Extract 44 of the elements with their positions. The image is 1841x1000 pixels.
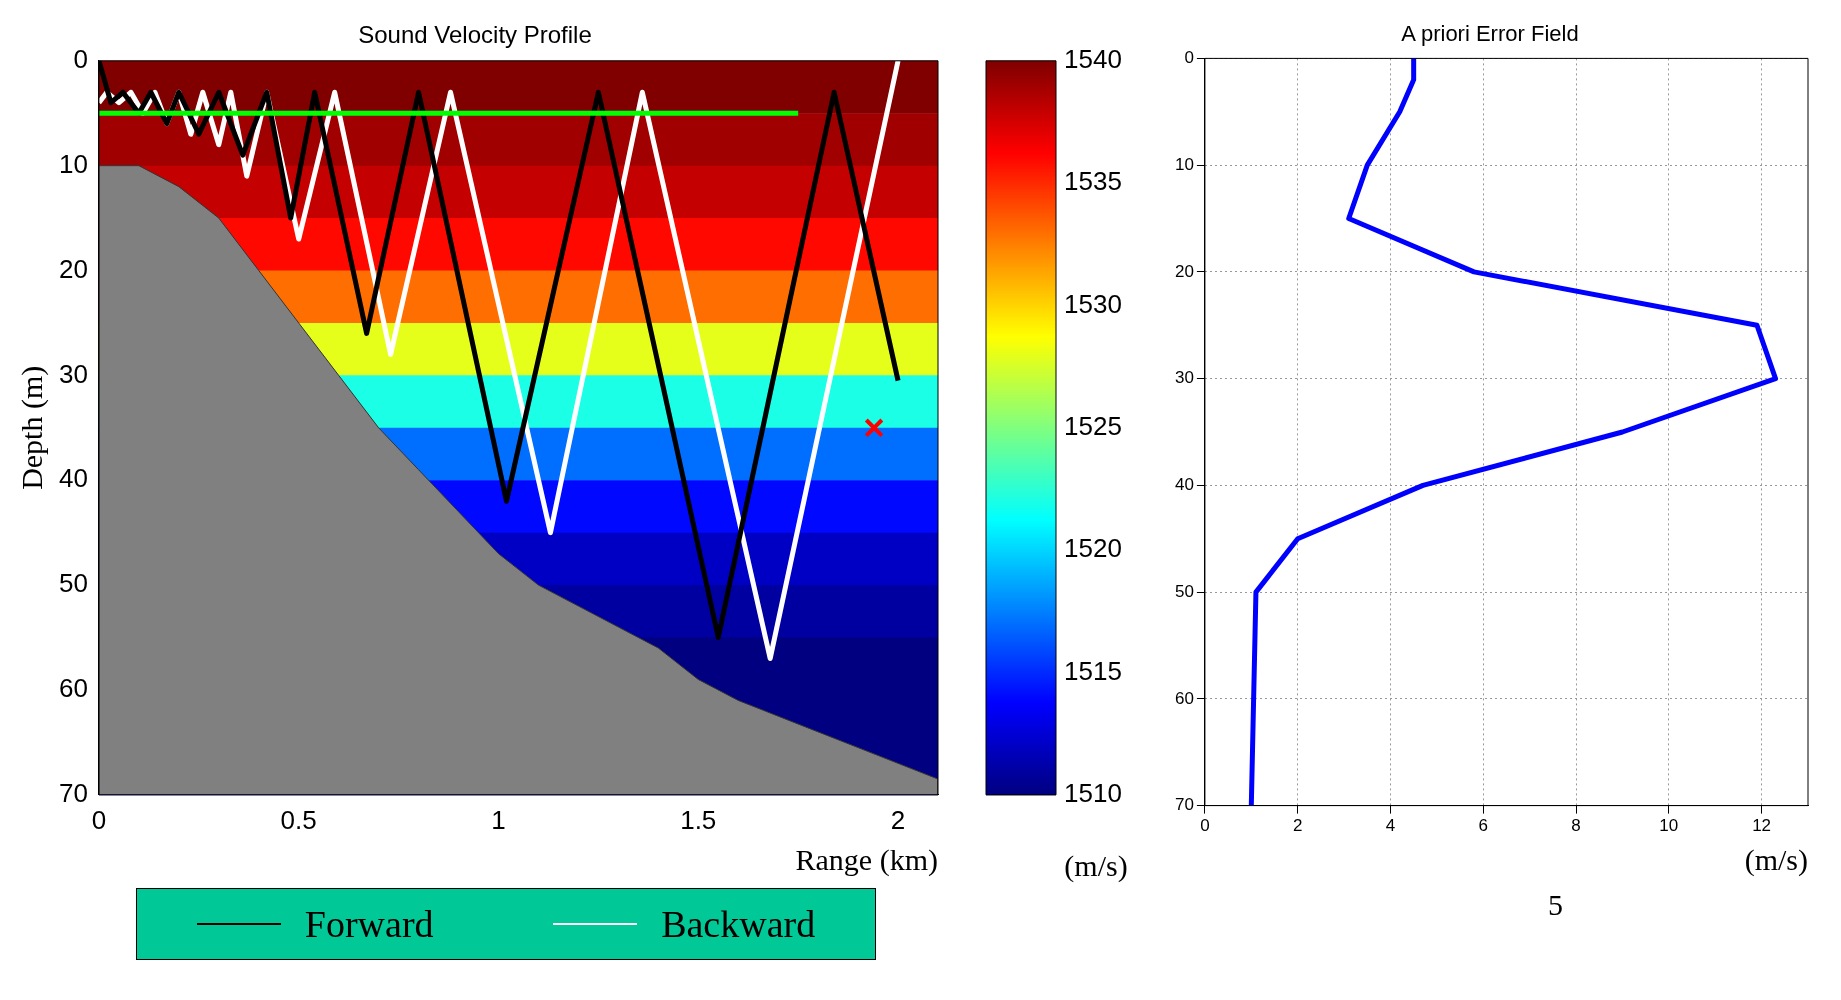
y-tick-label: 40 <box>1174 475 1194 495</box>
legend-label: Forward <box>304 902 434 946</box>
y-tick-label: 60 <box>1174 688 1194 708</box>
x-tick-label: 2 <box>890 804 906 835</box>
x-tick-label: 0 <box>91 804 107 835</box>
x-tick-label: 12 <box>1752 816 1772 836</box>
x-tick-label: 1.5 <box>680 804 717 835</box>
x-tick-label: 1 <box>491 804 506 835</box>
y-tick-label: 30 <box>59 358 88 389</box>
x-tick-label: 8 <box>1571 816 1581 836</box>
x-tick-label: 6 <box>1478 816 1488 836</box>
y-tick-label: 50 <box>1174 581 1194 601</box>
x-tick-label: 0 <box>1200 816 1210 836</box>
y-tick-label: 20 <box>59 253 88 284</box>
color-bar-label: 1510 <box>1064 777 1122 808</box>
y-tick-label: 50 <box>59 568 88 599</box>
color-bar-label: 1525 <box>1064 410 1122 441</box>
color-bar-title: (m/s) <box>1064 849 1128 883</box>
color-bar-label: 1520 <box>1064 533 1122 564</box>
y-tick-label: 20 <box>1174 261 1194 281</box>
x-axis-title: Range (km) <box>795 842 938 877</box>
x-tick-label: 10 <box>1659 816 1679 836</box>
text: 5 <box>1548 888 1564 922</box>
color-bar-label: 1515 <box>1064 655 1122 686</box>
y-tick-label: 30 <box>1174 368 1194 388</box>
color-bar-label: 1530 <box>1064 288 1122 319</box>
x-tick-label: 2 <box>1292 816 1303 836</box>
y-tick-label: 0 <box>73 43 88 74</box>
y-tick-label: 70 <box>59 777 88 808</box>
y-axis-title: Depth (m) <box>14 365 49 490</box>
color-bar-label: 1535 <box>1064 166 1122 197</box>
x-tick-label: 4 <box>1385 816 1396 836</box>
y-tick-label: 60 <box>59 673 88 704</box>
legend-label: Backward <box>661 902 816 946</box>
y-tick-label: 10 <box>59 148 88 179</box>
chart-title: Sound Velocity Profile <box>358 21 592 49</box>
y-tick-label: 0 <box>1184 48 1194 68</box>
x-axis-title: (m/s) <box>1744 842 1808 877</box>
color-bar-label: 1540 <box>1064 43 1122 74</box>
x-tick-label: 0.5 <box>280 804 317 835</box>
chart-title: A priori Error Field <box>1401 21 1579 47</box>
y-tick-label: 70 <box>1174 795 1194 815</box>
y-tick-label: 40 <box>59 463 88 494</box>
y-tick-label: 10 <box>1174 154 1194 174</box>
